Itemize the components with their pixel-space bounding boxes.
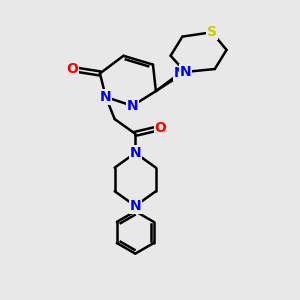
- Text: N: N: [100, 90, 112, 104]
- Text: N: N: [130, 146, 141, 160]
- Text: O: O: [154, 121, 166, 135]
- Text: N: N: [130, 199, 141, 213]
- Text: N: N: [179, 65, 191, 79]
- Text: N: N: [127, 99, 138, 113]
- Text: N: N: [174, 66, 185, 80]
- Text: O: O: [66, 62, 78, 76]
- Text: S: S: [207, 25, 217, 39]
